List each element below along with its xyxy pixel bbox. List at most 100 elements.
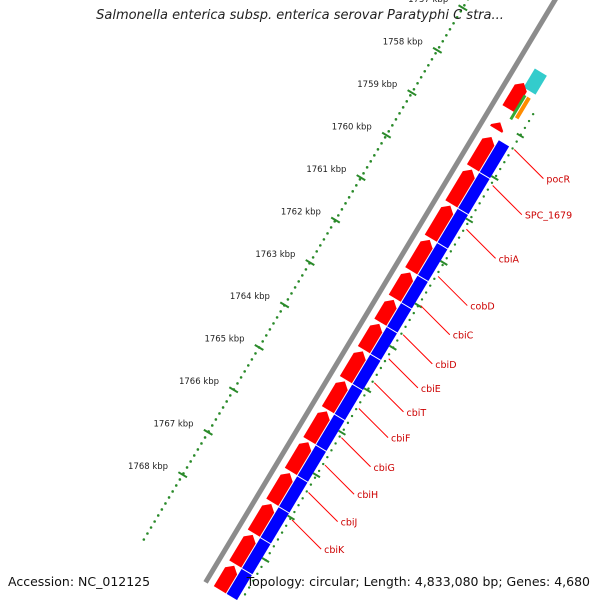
gene-label-cbif: cbiF xyxy=(391,434,410,445)
inner-dot xyxy=(433,277,436,281)
gene-label-cbit: cbiT xyxy=(406,408,426,419)
outer-dot xyxy=(272,322,275,325)
gene-labels: pocR SPC_1679 cbiA cobD cbiC cbiD cbiE cbiT cbiF… xyxy=(291,149,572,556)
inner-dot xyxy=(313,476,317,479)
gene-leader-line xyxy=(466,228,496,259)
gene-leader-line xyxy=(358,408,389,438)
accession-value: NC_012125 xyxy=(78,574,151,589)
outer-dot xyxy=(405,100,409,103)
forward-cds-arrow xyxy=(213,565,238,594)
outer-dot xyxy=(409,94,412,97)
scale-tick-label: 1760 kbp xyxy=(332,122,372,132)
pocR-feature xyxy=(502,82,527,113)
reverse-cds-block xyxy=(279,476,308,513)
gene-label-cbig: cbiG xyxy=(374,463,395,474)
outer-dot xyxy=(347,196,351,199)
outer-dot xyxy=(243,370,246,373)
outer-dot xyxy=(445,33,448,37)
inner-tick xyxy=(439,260,448,266)
reverse-cds-block xyxy=(297,445,326,482)
gene-label-cbia: cbiA xyxy=(499,254,520,265)
forward-cds-arrow xyxy=(247,503,275,537)
scale-tick xyxy=(432,46,443,54)
inner-dot xyxy=(470,215,473,219)
gene-leader-line xyxy=(388,358,419,389)
scale-tick xyxy=(254,343,264,351)
scale-tick xyxy=(356,174,366,182)
inner-dot xyxy=(301,497,304,500)
map-title: Salmonella enterica subsp. enterica sero… xyxy=(96,8,504,23)
backbone-ring xyxy=(203,0,558,584)
inner-dot xyxy=(305,490,308,493)
inner-dot xyxy=(420,298,424,301)
outer-dot xyxy=(218,412,221,415)
inner-dot xyxy=(252,579,255,582)
inner-dot xyxy=(342,428,346,431)
inner-dot xyxy=(424,291,428,294)
scale-tick xyxy=(381,131,392,139)
outer-dot xyxy=(290,292,293,295)
reverse-cds-block xyxy=(401,275,428,309)
outer-dot xyxy=(459,9,463,13)
scale-tick-label: 1762 kbp xyxy=(281,207,321,217)
backbone-line xyxy=(203,0,558,584)
inner-dot xyxy=(461,229,465,232)
outer-dot xyxy=(337,214,340,217)
reverse-cds-block xyxy=(387,303,412,333)
gene-label-cbij: cbiJ xyxy=(341,518,358,529)
inner-tick xyxy=(261,557,270,563)
inner-tick xyxy=(363,387,372,394)
inner-dot xyxy=(383,359,387,363)
inner-dot xyxy=(507,154,510,157)
inner-dot xyxy=(482,195,485,198)
outer-dotted-ring xyxy=(142,0,470,541)
inner-dot xyxy=(375,373,378,377)
outer-dot xyxy=(254,352,257,355)
scale-tick-label: 1766 kbp xyxy=(179,377,219,387)
outer-dot xyxy=(304,268,308,271)
inner-dot xyxy=(367,387,370,390)
inner-dot xyxy=(531,112,535,116)
inner-dot xyxy=(363,394,366,397)
reverse-cds-block xyxy=(370,327,397,360)
gene-leader-line xyxy=(291,519,322,550)
inner-dot xyxy=(412,311,415,315)
inner-dot xyxy=(499,167,502,171)
outer-dot xyxy=(391,124,394,127)
gene-leader-line xyxy=(437,276,468,306)
gene-leader-line xyxy=(492,185,523,216)
inner-dot xyxy=(404,325,407,329)
inner-dot xyxy=(453,243,457,246)
reverse-cds-block xyxy=(479,140,510,179)
SPC_1679-feature xyxy=(490,122,504,133)
scale-ticks: 1757 kbp 1758 kbp 1759 kbp 1760 kbp 1761 kbp… xyxy=(128,0,468,479)
green-feature xyxy=(509,94,527,121)
gene-label-cbic: cbiC xyxy=(453,331,474,342)
outer-dot xyxy=(412,88,416,91)
scale-tick-label: 1764 kbp xyxy=(230,292,270,302)
inner-tick xyxy=(490,175,499,181)
gene-leader-line xyxy=(341,437,371,468)
inner-dotted-ring xyxy=(236,112,535,604)
inner-dot xyxy=(268,552,271,555)
orange-feature xyxy=(514,96,531,120)
reverse-cds-block xyxy=(260,507,289,544)
inner-dot xyxy=(387,353,391,356)
forward-cds-arrow xyxy=(405,239,433,275)
outer-dot xyxy=(437,45,441,49)
outer-dot xyxy=(192,454,196,457)
reverse-cds-block xyxy=(242,538,271,575)
inner-dot xyxy=(256,572,259,575)
forward-cds-arrow xyxy=(266,473,293,506)
outer-dot xyxy=(434,51,437,55)
outer-dot xyxy=(351,190,355,193)
scale-tick xyxy=(407,89,417,97)
outer-dot xyxy=(264,334,268,337)
inner-dot xyxy=(272,545,276,548)
inner-dot xyxy=(350,414,354,418)
inner-dot xyxy=(449,250,453,253)
outer-dot xyxy=(146,532,149,535)
inner-dot xyxy=(243,593,247,596)
outer-dot xyxy=(383,136,387,139)
